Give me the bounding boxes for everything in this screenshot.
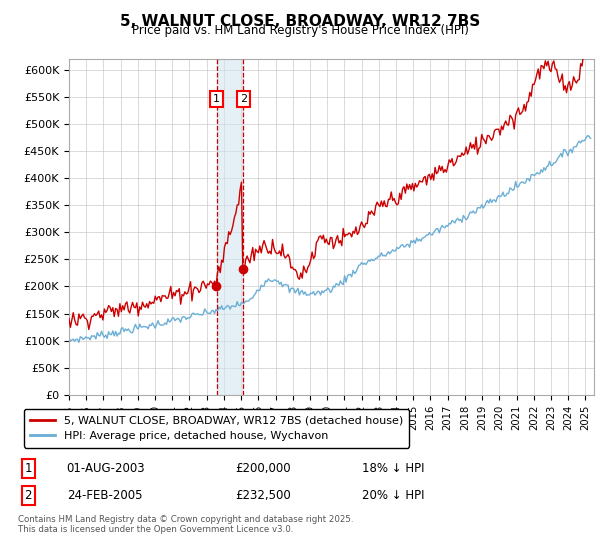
Text: 18% ↓ HPI: 18% ↓ HPI [362,461,424,475]
Text: 2: 2 [25,489,32,502]
Text: £200,000: £200,000 [236,461,292,475]
Text: 2: 2 [239,94,247,104]
Text: Contains HM Land Registry data © Crown copyright and database right 2025.
This d: Contains HM Land Registry data © Crown c… [18,515,353,534]
Text: 1: 1 [25,461,32,475]
Text: Price paid vs. HM Land Registry's House Price Index (HPI): Price paid vs. HM Land Registry's House … [131,24,469,37]
Text: 1: 1 [213,94,220,104]
Text: £232,500: £232,500 [236,489,292,502]
Bar [217,59,243,395]
Text: 20% ↓ HPI: 20% ↓ HPI [362,489,424,502]
Text: 24-FEB-2005: 24-FEB-2005 [67,489,142,502]
Legend: 5, WALNUT CLOSE, BROADWAY, WR12 7BS (detached house), HPI: Average price, detach: 5, WALNUT CLOSE, BROADWAY, WR12 7BS (det… [23,409,409,447]
Text: 5, WALNUT CLOSE, BROADWAY, WR12 7BS: 5, WALNUT CLOSE, BROADWAY, WR12 7BS [120,14,480,29]
Text: 01-AUG-2003: 01-AUG-2003 [67,461,145,475]
